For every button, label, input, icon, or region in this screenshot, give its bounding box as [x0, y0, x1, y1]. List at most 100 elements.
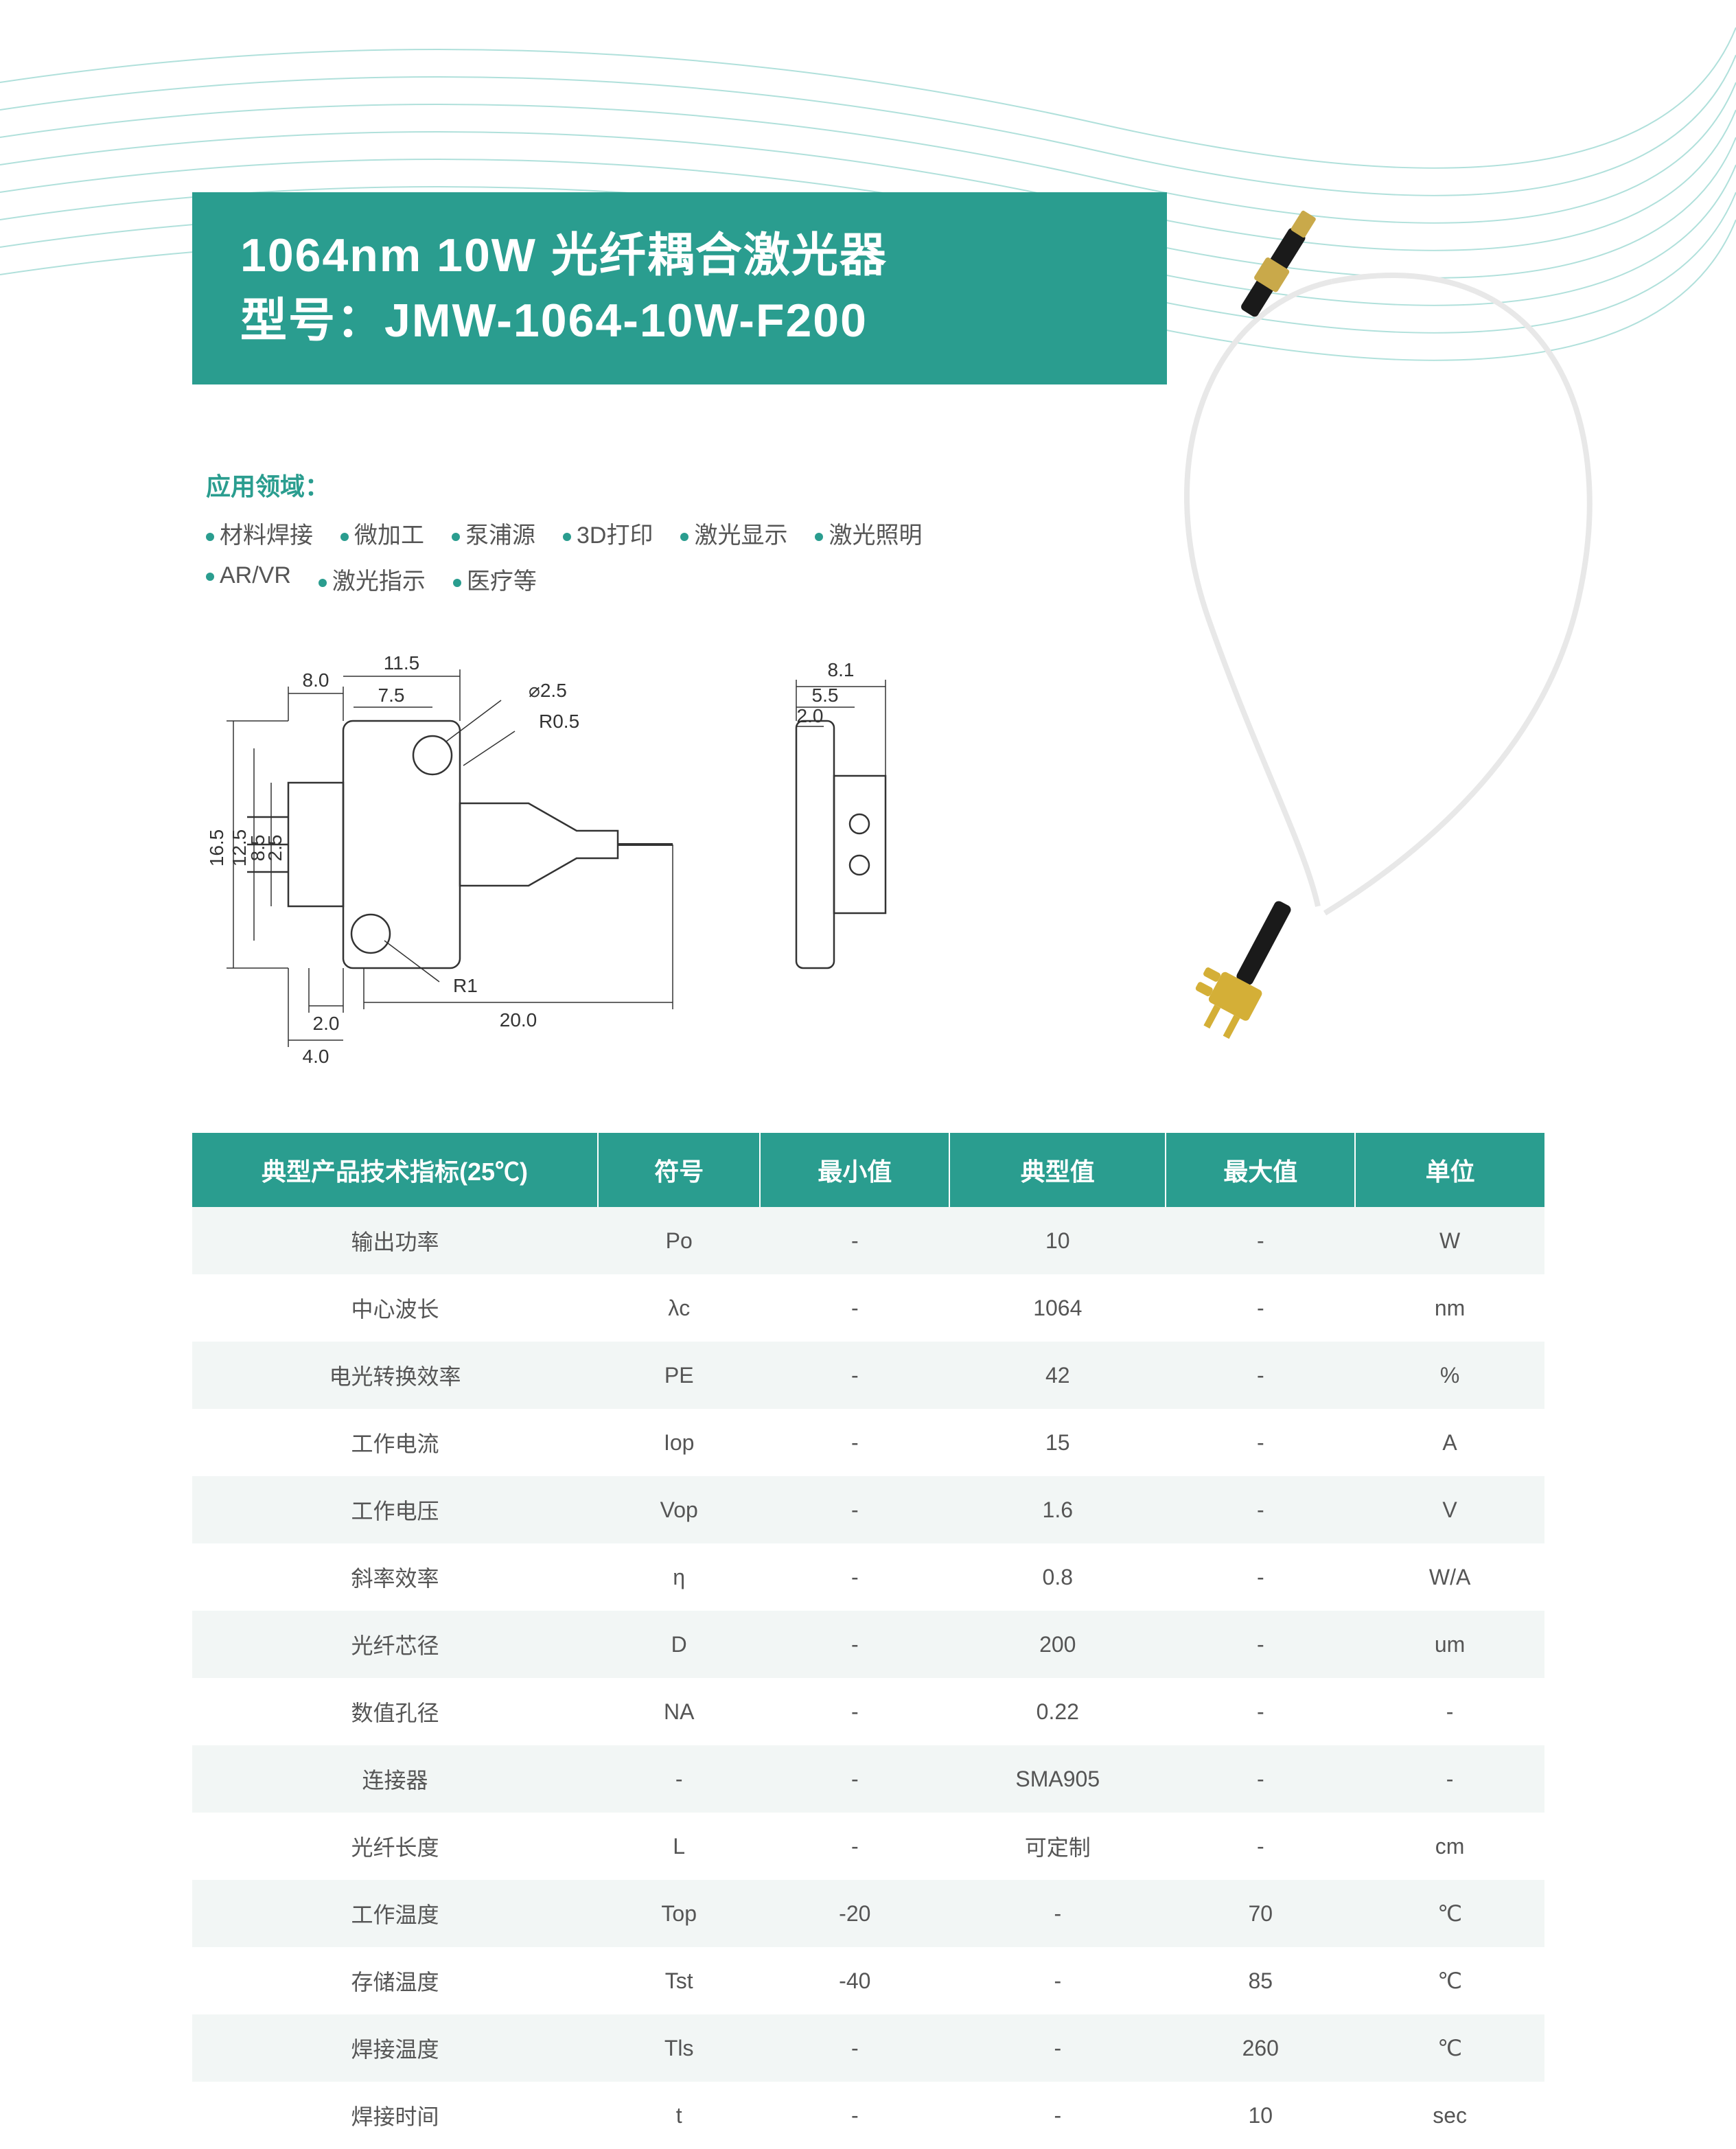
table-cell: 斜率效率	[192, 1543, 598, 1611]
table-cell: 10	[1166, 2082, 1355, 2149]
bullet-icon	[319, 579, 327, 587]
table-cell: 1.6	[949, 1476, 1166, 1543]
table-cell: -	[760, 2014, 949, 2082]
table-cell: V	[1355, 1476, 1544, 1543]
title-banner: 1064nm 10W 光纤耦合激光器 型号：JMW-1064-10W-F200	[192, 192, 1167, 384]
table-cell: 数值孔径	[192, 1678, 598, 1745]
table-cell: -	[760, 1745, 949, 1813]
table-cell: 工作温度	[192, 1880, 598, 1947]
svg-text:7.5: 7.5	[378, 685, 405, 706]
svg-text:R1: R1	[453, 975, 478, 996]
svg-text:2.0: 2.0	[313, 1013, 340, 1034]
table-cell: 电光转换效率	[192, 1342, 598, 1409]
title-line2: 型号：JMW-1064-10W-F200	[240, 288, 1119, 354]
table-row: 连接器--SMA905--	[192, 1745, 1544, 1813]
table-cell: A	[1355, 1409, 1544, 1476]
table-row: 数值孔径NA-0.22--	[192, 1678, 1544, 1745]
table-cell: -	[1166, 1813, 1355, 1880]
table-cell: 10	[949, 1207, 1166, 1274]
bullet-icon	[680, 533, 688, 541]
table-cell: -	[949, 1880, 1166, 1947]
table-cell: 0.8	[949, 1543, 1166, 1611]
table-cell: -	[760, 2082, 949, 2149]
table-cell: sec	[1355, 2082, 1544, 2149]
application-item: 3D打印	[563, 516, 653, 550]
table-cell: 15	[949, 1409, 1166, 1476]
table-cell: -	[949, 2082, 1166, 2149]
table-cell: D	[598, 1611, 760, 1678]
svg-text:8.1: 8.1	[828, 659, 855, 680]
table-cell: -	[949, 2014, 1166, 2082]
svg-text:R0.5: R0.5	[539, 711, 579, 732]
title-line1: 1064nm 10W 光纤耦合激光器	[240, 223, 1119, 288]
bullet-icon	[453, 579, 461, 587]
table-cell: -	[760, 1274, 949, 1342]
table-cell: -	[760, 1611, 949, 1678]
application-item: AR/VR	[206, 562, 291, 596]
table-cell: -	[1166, 1678, 1355, 1745]
table-header-cell: 单位	[1355, 1133, 1544, 1207]
table-cell: 0.22	[949, 1678, 1166, 1745]
applications-header: 应用领域：	[206, 467, 961, 503]
bullet-icon	[563, 533, 571, 541]
table-row: 焊接时间t--10sec	[192, 2082, 1544, 2149]
table-cell: η	[598, 1543, 760, 1611]
product-photo	[1030, 172, 1647, 1099]
table-header-cell: 典型产品技术指标(25℃)	[192, 1133, 598, 1207]
table-cell: 260	[1166, 2014, 1355, 2082]
table-cell: -	[760, 1678, 949, 1745]
table-cell: -	[760, 1342, 949, 1409]
table-cell: 工作电压	[192, 1476, 598, 1543]
application-item: 激光照明	[815, 516, 922, 550]
table-cell: 焊接温度	[192, 2014, 598, 2082]
svg-text:11.5: 11.5	[384, 652, 419, 674]
table-cell: -	[949, 1947, 1166, 2014]
svg-text:2.5: 2.5	[264, 835, 286, 862]
table-cell: 输出功率	[192, 1207, 598, 1274]
table-cell: ℃	[1355, 1880, 1544, 1947]
table-cell: 工作电流	[192, 1409, 598, 1476]
table-cell: 1064	[949, 1274, 1166, 1342]
table-cell: SMA905	[949, 1745, 1166, 1813]
application-item: 医疗等	[453, 562, 537, 596]
table-cell: -	[1166, 1274, 1355, 1342]
applications-section: 应用领域： 材料焊接微加工泵浦源3D打印激光显示激光照明AR/VR激光指示医疗等	[206, 467, 961, 608]
table-cell: PE	[598, 1342, 760, 1409]
table-cell: 85	[1166, 1947, 1355, 2014]
table-body: 输出功率Po-10-W中心波长λc-1064-nm电光转换效率PE-42-%工作…	[192, 1207, 1544, 2149]
table-row: 斜率效率η-0.8-W/A	[192, 1543, 1544, 1611]
bullet-icon	[452, 533, 460, 541]
table-cell: -	[1166, 1745, 1355, 1813]
table-cell: 连接器	[192, 1745, 598, 1813]
application-item: 泵浦源	[452, 516, 535, 550]
table-row: 中心波长λc-1064-nm	[192, 1274, 1544, 1342]
table-cell: -20	[760, 1880, 949, 1947]
svg-text:2.0: 2.0	[797, 705, 824, 726]
application-item: 激光指示	[319, 562, 426, 596]
table-row: 输出功率Po-10-W	[192, 1207, 1544, 1274]
table-cell: -	[760, 1476, 949, 1543]
svg-text:4.0: 4.0	[303, 1046, 329, 1064]
applications-list: 材料焊接微加工泵浦源3D打印激光显示激光照明AR/VR激光指示医疗等	[206, 516, 961, 608]
spec-table: 典型产品技术指标(25℃)符号最小值典型值最大值单位 输出功率Po-10-W中心…	[192, 1133, 1544, 2149]
table-cell: Tst	[598, 1947, 760, 2014]
table-cell: 70	[1166, 1880, 1355, 1947]
table-cell: Po	[598, 1207, 760, 1274]
table-cell: -	[760, 1409, 949, 1476]
table-cell: -	[760, 1543, 949, 1611]
table-cell: Vop	[598, 1476, 760, 1543]
table-cell: 光纤长度	[192, 1813, 598, 1880]
application-item: 微加工	[340, 516, 424, 550]
table-cell: -	[1355, 1745, 1544, 1813]
table-cell: nm	[1355, 1274, 1544, 1342]
table-cell: 可定制	[949, 1813, 1166, 1880]
table-row: 工作电压Vop-1.6-V	[192, 1476, 1544, 1543]
table-cell: -	[1166, 1342, 1355, 1409]
table-cell: -	[1166, 1611, 1355, 1678]
table-row: 工作温度Top-20-70℃	[192, 1880, 1544, 1947]
svg-text:20.0: 20.0	[500, 1009, 537, 1031]
table-cell: t	[598, 2082, 760, 2149]
table-cell: -	[1166, 1476, 1355, 1543]
technical-drawing: 8.0 11.5 7.5 ⌀2.5 R0.5 R1 16.5 12.5 8.5 …	[192, 639, 1016, 1064]
application-item: 材料焊接	[206, 516, 313, 550]
